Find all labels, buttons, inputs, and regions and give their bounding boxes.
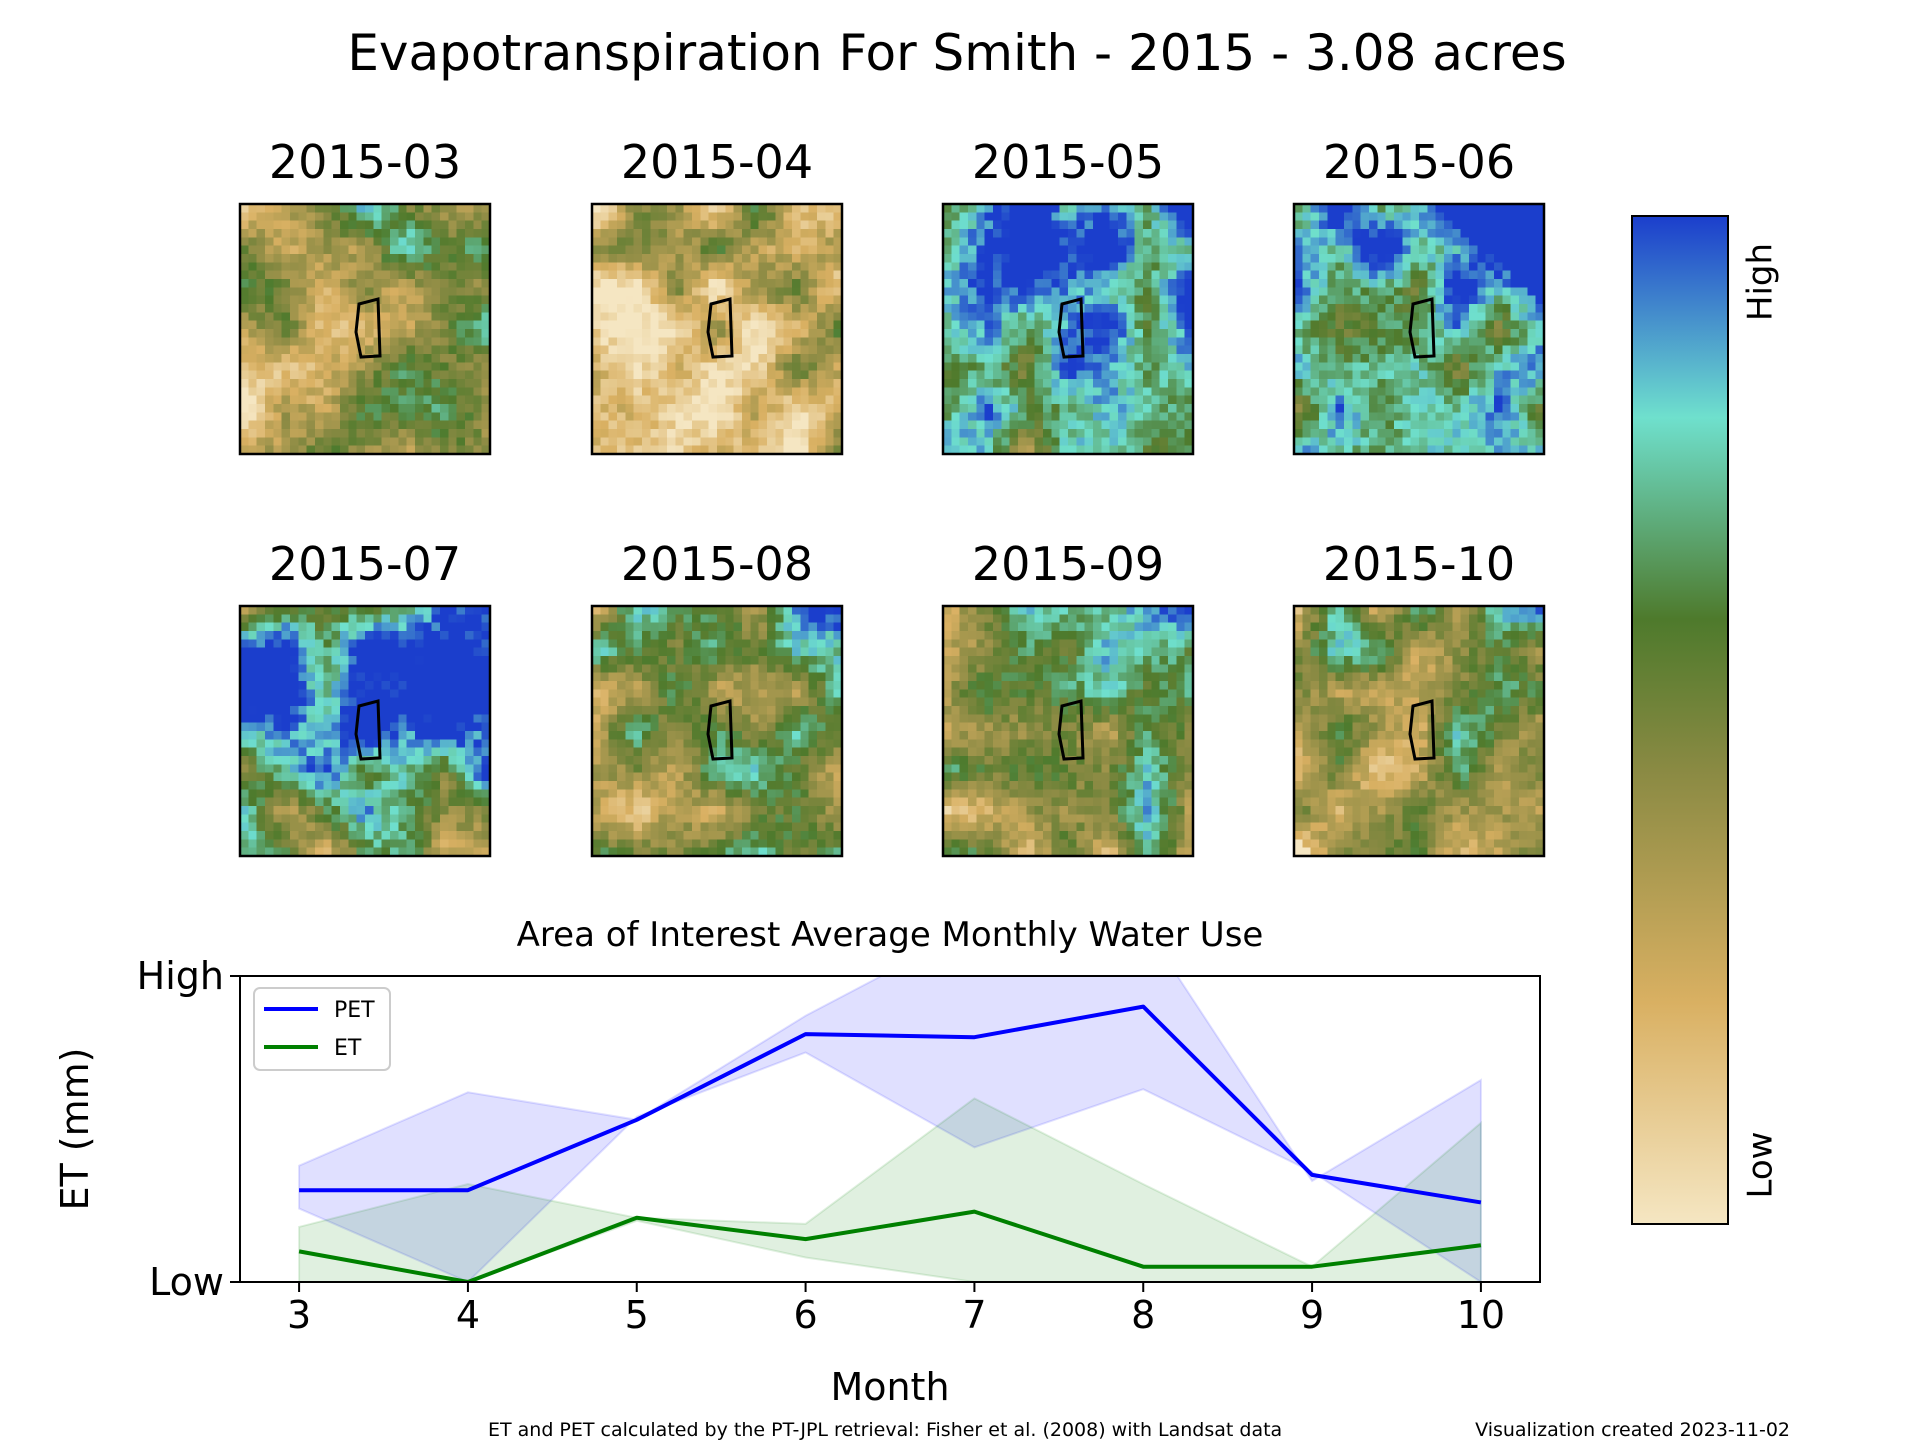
- map-pixels: [592, 204, 843, 455]
- colorbar-high-label: High: [1741, 243, 1781, 321]
- map-pixels: [240, 606, 491, 857]
- legend-et-label: ET: [334, 1036, 362, 1061]
- et-maps-grid: 2015-03 2015-04 2015-05 2015-06 2015-07 2015-…: [240, 135, 1545, 857]
- map-panel-title: 2015-10: [1323, 537, 1515, 591]
- map-panel-title: 2015-06: [1323, 135, 1515, 189]
- map-pixels: [943, 606, 1194, 857]
- x-tick-label: 7: [962, 1293, 986, 1337]
- map-panel-title: 2015-05: [972, 135, 1164, 189]
- map-panel-title: 2015-09: [972, 537, 1164, 591]
- x-axis-ticks: 3 4 5 6 7 8 9 10: [287, 1282, 1505, 1337]
- et-map-panel: 2015-09: [943, 537, 1194, 857]
- map-panel-title: 2015-03: [269, 135, 461, 189]
- x-tick-label: 8: [1131, 1293, 1155, 1337]
- map-pixels: [1294, 204, 1545, 455]
- map-pixels: [943, 204, 1194, 455]
- x-axis-label: Month: [830, 1365, 949, 1409]
- x-tick-label: 6: [793, 1293, 817, 1337]
- et-map-panel: 2015-05: [943, 135, 1194, 455]
- et-map-panel: 2015-07: [240, 537, 491, 857]
- legend-pet-label: PET: [334, 998, 375, 1023]
- footer-created: Visualization created 2023-11-02: [1475, 1419, 1790, 1440]
- x-tick-label: 9: [1300, 1293, 1324, 1337]
- et-map-panel: 2015-08: [592, 537, 843, 857]
- colorbar-low-label: Low: [1741, 1132, 1781, 1199]
- footer-source: ET and PET calculated by the PT-JPL retr…: [488, 1419, 1282, 1440]
- y-tick-label: Low: [149, 1260, 224, 1304]
- legend: PET ET: [254, 988, 390, 1070]
- y-tick-label: High: [137, 954, 224, 998]
- chart-bands: [299, 924, 1481, 1282]
- x-tick-label: 5: [625, 1293, 649, 1337]
- x-tick-label: 3: [287, 1293, 311, 1337]
- map-panel-title: 2015-08: [621, 537, 813, 591]
- et-map-panel: 2015-03: [240, 135, 491, 455]
- x-tick-label: 10: [1457, 1293, 1505, 1337]
- map-pixels: [592, 606, 843, 857]
- map-panel-title: 2015-07: [269, 537, 461, 591]
- y-axis-ticks: Low High: [137, 954, 240, 1304]
- water-use-chart: Area of Interest Average Monthly Water U…: [53, 915, 1540, 1409]
- figure-title: Evapotranspiration For Smith - 2015 - 3.…: [347, 24, 1566, 82]
- chart-title: Area of Interest Average Monthly Water U…: [517, 915, 1264, 955]
- map-pixels: [1294, 606, 1545, 857]
- colorbar-gradient: [1632, 216, 1728, 1224]
- y-axis-label: ET (mm): [53, 1048, 97, 1211]
- et-map-panel: 2015-10: [1294, 537, 1545, 857]
- map-pixels: [240, 204, 491, 455]
- x-tick-label: 4: [456, 1293, 480, 1337]
- colorbar: High Low: [1632, 216, 1781, 1224]
- map-panel-title: 2015-04: [621, 135, 813, 189]
- et-map-panel: 2015-06: [1294, 135, 1545, 455]
- et-map-panel: 2015-04: [592, 135, 843, 455]
